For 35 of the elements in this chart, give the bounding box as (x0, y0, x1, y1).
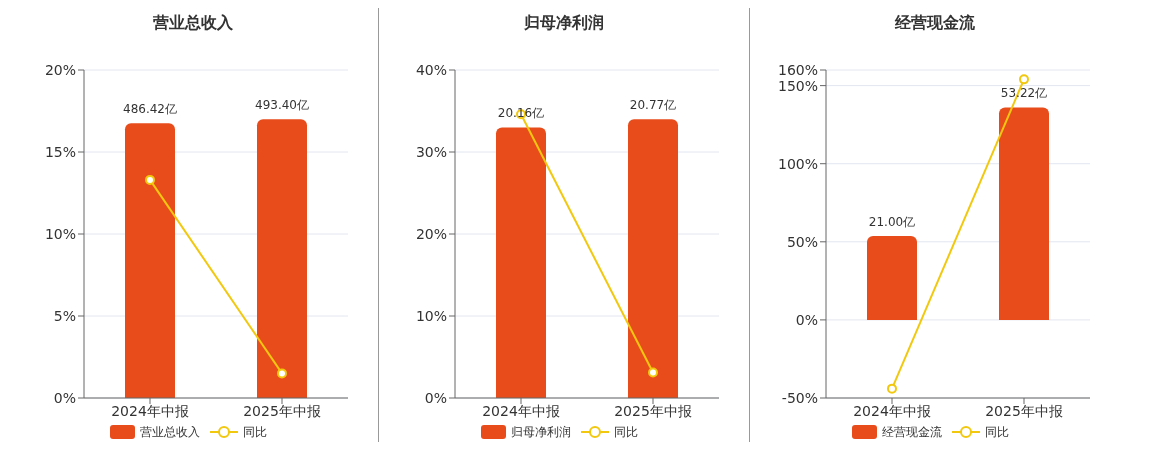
x-tick-label: 2025年中报 (243, 402, 321, 419)
y-tick-label: 10% (415, 307, 447, 324)
y-tick-label: 100% (777, 155, 818, 172)
y-tick-label: 150% (777, 77, 818, 94)
chart-title: 归母净利润 (523, 12, 605, 34)
x-tick-label: 2025年中报 (985, 402, 1063, 419)
y-tick-label: 0% (53, 389, 76, 406)
y-tick-label: 20% (415, 225, 447, 242)
data-label: 493.40亿 (255, 98, 309, 113)
y-tick-label: 20% (44, 61, 76, 78)
y-tick-label: 0% (795, 311, 818, 328)
y-tick-label: 15% (44, 143, 76, 160)
y-tick-label: 5% (53, 307, 76, 324)
y-tick-label: 30% (415, 143, 447, 160)
x-tick-label: 2024年中报 (482, 402, 560, 419)
x-tick-label: 2024年中报 (111, 402, 189, 419)
y-tick-label: 160% (777, 61, 818, 78)
chart-title: 经营现金流 (894, 12, 976, 34)
data-label: 21.00亿 (868, 215, 916, 230)
legend-label: 同比 (613, 423, 638, 441)
x-tick-label: 2025年中报 (614, 402, 692, 419)
y-tick-label: 10% (44, 225, 76, 242)
y-tick-label: 0% (424, 389, 447, 406)
y-tick-label: 50% (786, 233, 818, 250)
legend-label: 归母净利润 (510, 423, 571, 441)
data-label: 486.42亿 (123, 102, 177, 117)
data-label: 20.77亿 (629, 98, 677, 113)
y-tick-label: -50% (781, 389, 818, 406)
legend-label: 同比 (242, 423, 267, 441)
legend-label: 营业总收入 (139, 423, 200, 441)
x-tick-label: 2024年中报 (853, 402, 931, 419)
chart-title: 营业总收入 (152, 12, 234, 34)
legend-label: 同比 (984, 423, 1009, 441)
y-tick-label: 40% (415, 61, 447, 78)
legend-label: 经营现金流 (881, 423, 942, 441)
